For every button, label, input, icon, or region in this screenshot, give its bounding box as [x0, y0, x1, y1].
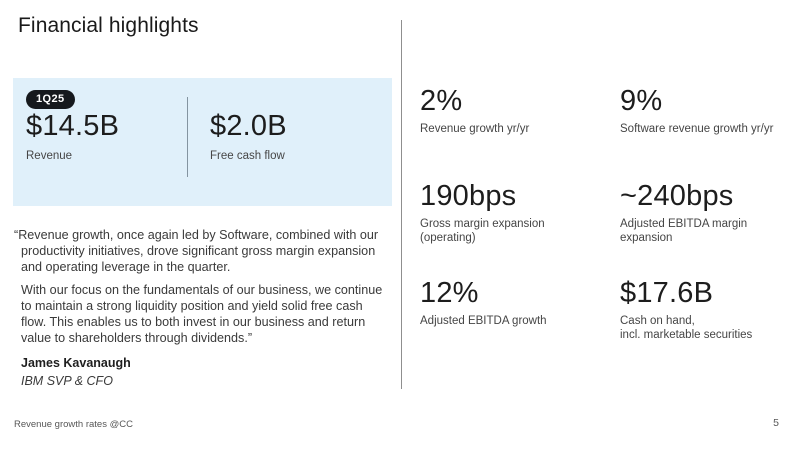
metric-label: Software revenue growth yr/yr	[620, 123, 774, 135]
card-divider	[187, 97, 188, 177]
metric-label: Adjusted EBITDA margin expansion	[620, 218, 748, 244]
page-title: Financial highlights	[18, 14, 199, 37]
metric-gross-margin-expansion: 190bps Gross margin expansion (operating…	[420, 179, 605, 245]
quote-paragraph-2: With our focus on the fundamentals of ou…	[21, 283, 383, 345]
quote-paragraph-1: “Revenue growth, once again led by Softw…	[14, 228, 379, 274]
metric-adjusted-ebitda-growth: 12% Adjusted EBITDA growth	[420, 276, 605, 328]
free-cash-flow-value: $2.0B	[210, 110, 287, 142]
card-metric-free-cash-flow: $2.0B Free cash flow	[210, 108, 380, 162]
metric-label: Gross margin expansion (operating)	[420, 218, 545, 244]
metric-value: 9%	[620, 85, 663, 117]
metric-label: Revenue growth yr/yr	[420, 123, 530, 135]
revenue-label: Revenue	[26, 150, 73, 162]
quote-author-title: IBM SVP & CFO	[21, 374, 113, 388]
free-cash-flow-label: Free cash flow	[210, 150, 285, 162]
metric-value: 2%	[420, 85, 463, 117]
quarter-badge: 1Q25	[26, 90, 75, 109]
metric-revenue-growth: 2% Revenue growth yr/yr	[420, 84, 605, 136]
executive-quote: “Revenue growth, once again led by Softw…	[14, 227, 386, 346]
quote-author: James Kavanaugh	[21, 356, 131, 370]
metric-label: Cash on hand, incl. marketable securitie…	[620, 315, 753, 341]
vertical-divider	[401, 20, 402, 389]
metric-value: ~240bps	[620, 180, 734, 212]
metric-cash-on-hand: $17.6B Cash on hand, incl. marketable se…	[620, 276, 800, 342]
metric-software-revenue-growth: 9% Software revenue growth yr/yr	[620, 84, 800, 136]
highlight-card: 1Q25 $14.5B Revenue $2.0B Free cash flow	[13, 78, 392, 206]
footnote: Revenue growth rates @CC	[14, 419, 133, 430]
card-metric-revenue: $14.5B Revenue	[26, 108, 196, 162]
metric-value: 12%	[420, 277, 479, 309]
page-number: 5	[773, 417, 779, 429]
metric-value: $17.6B	[620, 277, 714, 309]
metric-value: 190bps	[420, 180, 517, 212]
metric-label: Adjusted EBITDA growth	[420, 315, 547, 327]
revenue-value: $14.5B	[26, 110, 120, 142]
metric-adjusted-ebitda-margin: ~240bps Adjusted EBITDA margin expansion	[620, 179, 800, 245]
